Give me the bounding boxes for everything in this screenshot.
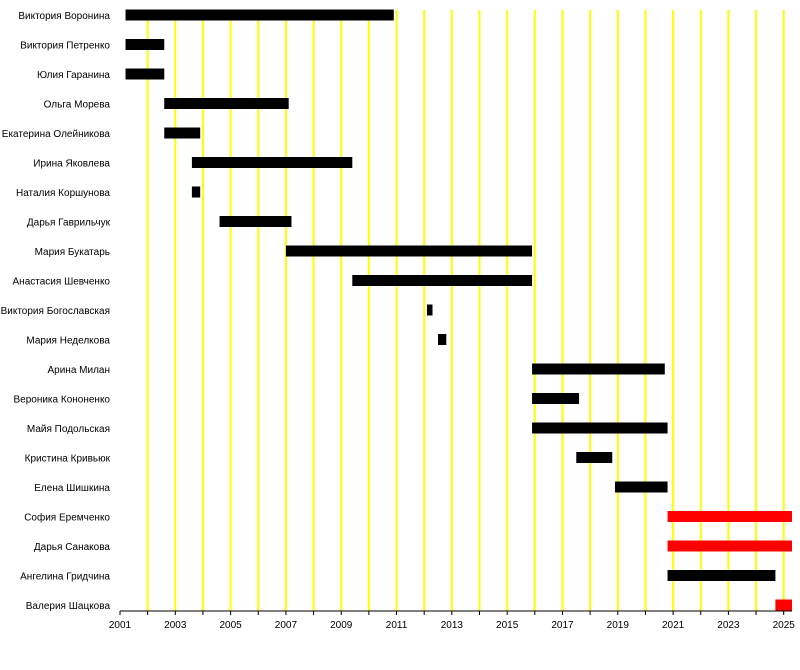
x-tick-label: 2019 bbox=[607, 620, 630, 631]
row-label: Елена Шишкина bbox=[34, 483, 110, 494]
x-tick-label: 2023 bbox=[717, 620, 740, 631]
row-label: Ангелина Гридчина bbox=[20, 572, 110, 583]
timeline-bars bbox=[125, 9, 792, 611]
row-label: Анастасия Шевченко bbox=[13, 277, 111, 288]
timeline-bar bbox=[352, 275, 533, 286]
row-label: Майя Подольская bbox=[27, 424, 110, 435]
year-grid bbox=[146, 10, 785, 611]
row-label: Дарья Гаврильчук bbox=[27, 218, 111, 229]
row-label: Юлия Гаранина bbox=[37, 70, 110, 81]
row-label: Мария Букатарь bbox=[35, 247, 110, 258]
timeline-bar bbox=[426, 304, 433, 316]
timeline-bar-current bbox=[775, 599, 792, 611]
row-label: София Еремченко bbox=[24, 512, 110, 524]
x-tick-label: 2011 bbox=[386, 620, 408, 631]
row-label: Кристина Кривьюк bbox=[25, 454, 111, 465]
timeline-bar bbox=[438, 334, 447, 345]
row-label: Ольга Морева bbox=[44, 100, 111, 111]
timeline-bar bbox=[219, 216, 292, 227]
row-label: Дарья Санакова bbox=[34, 542, 111, 553]
row-label: Виктория Воронина bbox=[18, 11, 110, 22]
timeline-bar bbox=[285, 245, 533, 257]
x-tick-label: 2009 bbox=[330, 620, 353, 631]
x-tick-label: 2013 bbox=[441, 620, 464, 631]
timeline-bar bbox=[125, 9, 394, 21]
x-axis-ticks: 2001 2003 2005 2007 2009 2011 2013 2015 2017 2019… bbox=[109, 611, 795, 631]
row-label: Екатерина Олейникова bbox=[2, 129, 111, 140]
timeline-bar bbox=[164, 127, 201, 139]
timeline-bar-current bbox=[667, 540, 792, 552]
row-label: Мария Неделкова bbox=[26, 336, 110, 347]
row-label: Вероника Кононенко bbox=[13, 395, 110, 406]
row-labels: Виктория Воронина Виктория Петренко Юлия Г… bbox=[1, 11, 111, 612]
timeline-bar bbox=[532, 393, 580, 404]
timeline-bar bbox=[125, 39, 165, 50]
timeline-bar bbox=[125, 68, 165, 80]
row-label: Виктория Петренко bbox=[20, 41, 110, 52]
timeline-bar bbox=[164, 98, 289, 109]
x-tick-label: 2005 bbox=[219, 620, 242, 631]
row-label: Арина Милан bbox=[47, 365, 110, 376]
x-tick-label: 2025 bbox=[773, 620, 796, 631]
x-tick-label: 2021 bbox=[662, 620, 685, 631]
timeline-bar bbox=[532, 422, 668, 434]
x-tick-label: 2015 bbox=[496, 620, 519, 631]
x-tick-label: 2017 bbox=[551, 620, 574, 631]
x-tick-label: 2001 bbox=[109, 620, 132, 631]
row-label: Валерия Шацкова bbox=[26, 601, 111, 612]
timeline-bar bbox=[191, 186, 201, 198]
x-tick-label: 2007 bbox=[275, 620, 298, 631]
timeline-bar bbox=[576, 452, 613, 463]
timeline-bar bbox=[667, 570, 776, 581]
row-label: Ирина Яковлева bbox=[33, 159, 110, 170]
timeline-bar bbox=[532, 363, 665, 375]
timeline-bar bbox=[191, 157, 353, 168]
row-label: Виктория Богославская bbox=[1, 306, 110, 317]
timeline-bar-current bbox=[667, 511, 792, 522]
timeline-bar bbox=[615, 481, 668, 493]
x-tick-label: 2003 bbox=[164, 620, 187, 631]
row-label: Наталия Коршунова bbox=[16, 188, 110, 199]
